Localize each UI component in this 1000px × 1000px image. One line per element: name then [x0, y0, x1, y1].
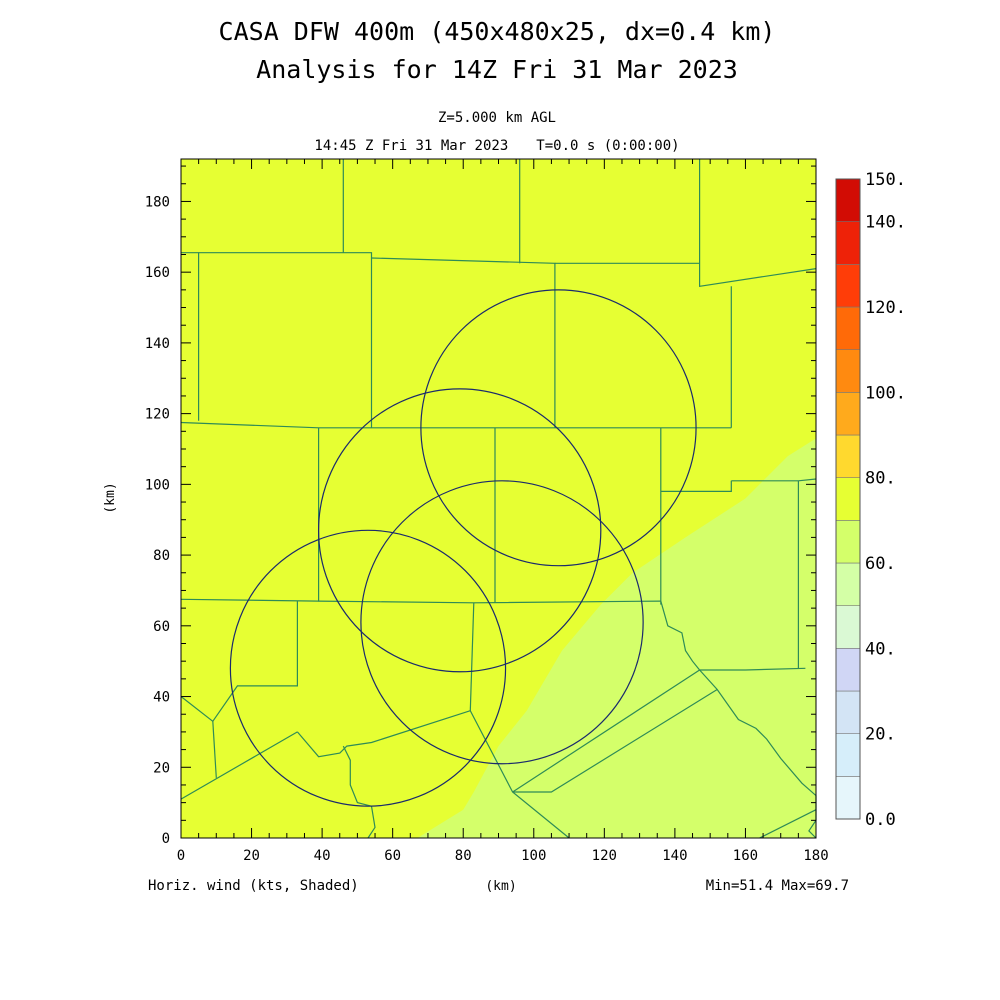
y-tick-label: 20 — [153, 760, 170, 776]
x-tick-label: 100 — [521, 848, 546, 864]
valid-time-label: 14:45 Z Fri 31 Mar 2023 T=0.0 s (0:00:00) — [314, 138, 679, 154]
wind-band-50-60 — [417, 438, 816, 838]
y-tick-label: 40 — [153, 690, 170, 706]
x-tick-label: 20 — [243, 848, 260, 864]
county-line-24 — [512, 669, 700, 793]
y-axis-label: (km) — [103, 482, 118, 513]
colorbar-label: 20. — [865, 725, 896, 745]
axis-ticks — [180, 159, 817, 839]
colorbar-bin — [835, 520, 861, 564]
radar-ring-2 — [360, 480, 644, 765]
colorbar-label: 40. — [865, 639, 896, 659]
colorbar-label: 60. — [865, 554, 896, 574]
colorbar-label: 150. — [865, 170, 906, 190]
x-tick-label: 160 — [733, 848, 758, 864]
county-line-3 — [198, 252, 373, 428]
x-tick-label: 180 — [803, 848, 828, 864]
colorbar-bin — [835, 434, 861, 478]
colorbar-bin — [835, 349, 861, 393]
colorbar-bin — [835, 648, 861, 692]
county-line-15 — [180, 601, 298, 723]
county-line-22 — [699, 669, 817, 839]
min-max-label: Min=51.4 Max=69.7 — [706, 878, 849, 894]
model-time: T=0.0 s (0:00:00) — [536, 138, 679, 154]
county-boundaries — [180, 159, 817, 839]
colorbar-bin — [835, 776, 861, 820]
wind-colorbar: 0.0 20. 40. 60. 80. 100. 120. 140. 150. — [835, 170, 906, 830]
radar-range-rings — [229, 289, 697, 807]
title-line2: Analysis for 14Z Fri 31 Mar 2023 — [256, 55, 738, 84]
wind-speed-map: 0 20 40 60 80 100 120 140 160 180 0 20 40 60 80 100 120… — [145, 158, 829, 864]
x-axis-label: (km) — [485, 879, 516, 894]
colorbar-label: 0.0 — [865, 810, 896, 830]
field-label: Horiz. wind (kts, Shaded) — [148, 878, 359, 894]
y-tick-label: 160 — [145, 265, 170, 281]
colorbar-label: 100. — [865, 383, 906, 403]
x-tick-label: 40 — [314, 848, 331, 864]
colorbar-bin — [835, 221, 861, 265]
county-line-16 — [212, 721, 217, 778]
colorbar-bin — [835, 392, 861, 436]
x-tick-labels: 0 20 40 60 80 100 120 140 160 180 — [177, 848, 829, 864]
colorbar-bin — [835, 178, 861, 222]
colorbar-label: 140. — [865, 213, 906, 233]
colorbar-bin — [835, 605, 861, 649]
colorbar-label: 120. — [865, 298, 906, 318]
y-tick-labels: 0 20 40 60 80 100 120 140 160 180 — [145, 194, 170, 847]
colorbar-frame — [835, 178, 861, 820]
x-tick-label: 0 — [177, 848, 185, 864]
colorbar-label: 80. — [865, 469, 896, 489]
county-line-17 — [180, 731, 298, 800]
x-tick-label: 140 — [662, 848, 687, 864]
colorbar-bin — [835, 733, 861, 777]
county-line-21 — [660, 600, 806, 671]
radar-ring-1 — [317, 388, 602, 673]
valid-time: 14:45 Z Fri 31 Mar 2023 — [314, 138, 508, 154]
county-line-19 — [342, 745, 376, 839]
x-tick-label: 60 — [384, 848, 401, 864]
x-tick-label: 80 — [455, 848, 472, 864]
colorbar-bin — [835, 306, 861, 350]
x-tick-label: 120 — [592, 848, 617, 864]
colorbar-bin — [835, 690, 861, 734]
county-line-7 — [698, 159, 817, 287]
y-tick-label: 0 — [162, 831, 170, 847]
colorbar-bin — [835, 264, 861, 308]
title-line1: CASA DFW 400m (450x480x25, dx=0.4 km) — [219, 17, 776, 46]
y-tick-label: 180 — [145, 194, 170, 210]
colorbar-bin — [835, 562, 861, 606]
colorbar-bin — [835, 477, 861, 521]
y-tick-label: 100 — [145, 477, 170, 493]
county-line-25 — [512, 688, 718, 793]
radar-ring-3 — [229, 529, 507, 807]
level-label: Z=5.000 km AGL — [438, 110, 556, 126]
y-tick-label: 120 — [145, 407, 170, 423]
county-line-18 — [296, 709, 570, 839]
y-tick-label: 80 — [153, 548, 170, 564]
y-tick-label: 140 — [145, 336, 170, 352]
county-line-26 — [759, 809, 817, 839]
county-line-20 — [469, 602, 475, 711]
radar-ring-0 — [420, 289, 697, 567]
y-tick-label: 60 — [153, 619, 170, 635]
county-line-14 — [660, 480, 732, 492]
